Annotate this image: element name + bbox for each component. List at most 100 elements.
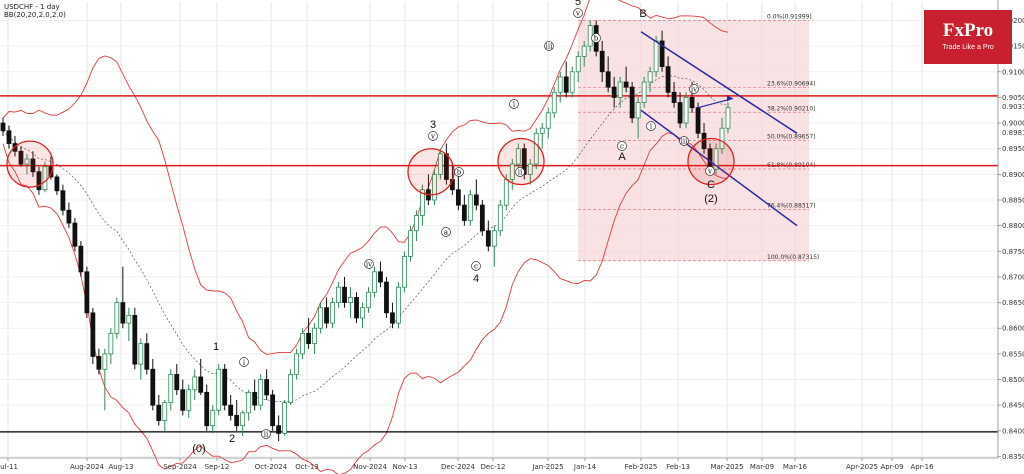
candle-body [342, 286, 347, 303]
candle-body [408, 230, 413, 257]
wave-circle-marker [509, 99, 519, 109]
candle-body [144, 343, 150, 370]
time-tick-label: Feb-13 [666, 463, 690, 471]
price-tick-label: 0.91500 [1002, 43, 1024, 51]
candle-body [48, 166, 54, 178]
candle-body [300, 332, 305, 355]
wave-circle-label: iii [681, 138, 688, 146]
price-tick-label: 0.85000 [1002, 376, 1024, 384]
time-tick-label: Dec-12 [481, 463, 506, 471]
candle-body [437, 153, 443, 175]
candle-body [276, 425, 282, 434]
forecast-arrow-head [727, 95, 733, 102]
time-axis: Jul-11 Aug-2024 Aug-13 Sep-2024 Sep-12 Oct-20… [0, 457, 998, 471]
candle-body [288, 373, 294, 404]
chart-symbol-title: USDCHF - 1 day [4, 3, 60, 11]
bollinger-bands [2, 0, 729, 474]
time-tick-label: Oct-13 [295, 463, 319, 471]
wave-circle-marker [544, 41, 554, 51]
fib-level-label: 100.0%(0.87315) [767, 254, 819, 261]
candle-body [258, 379, 264, 406]
candle-body [473, 194, 479, 206]
wave-circle-marker [689, 84, 699, 94]
candle-body [479, 204, 485, 232]
candle-body [78, 245, 84, 273]
candle-body [521, 148, 527, 175]
candle-body [306, 332, 311, 345]
candle-body [665, 66, 671, 93]
candle-body [60, 190, 66, 211]
candle-body [461, 204, 467, 221]
wave-circle-label: iv [691, 86, 697, 94]
candle-body [539, 127, 545, 134]
candle-body [318, 307, 323, 329]
candle-body [0, 122, 6, 132]
candle-body [138, 343, 144, 365]
wave-circle-marker [428, 131, 438, 141]
wave-label: 4 [473, 273, 479, 285]
candle-body [713, 148, 719, 170]
candle-body [551, 91, 557, 114]
candle-body [491, 230, 497, 247]
candle-body [174, 373, 180, 391]
candle-body [264, 379, 270, 396]
fxpro-logo: FxPro Trade Like a Pro [924, 10, 1012, 64]
price-tick-label: 0.87500 [1002, 248, 1024, 256]
wave-circle-label: iii [546, 43, 553, 51]
candle-body [282, 402, 288, 434]
candle-body [204, 391, 210, 427]
wave-circle-label: a [444, 229, 448, 237]
candle-body [659, 40, 665, 68]
candle-body [120, 302, 126, 324]
wave-circle-marker [679, 136, 689, 146]
fib-level-label: 50.0%(0.89657) [767, 134, 816, 141]
candle-body [497, 204, 503, 232]
candle-body [162, 402, 168, 421]
candle-body [72, 222, 78, 247]
candle-body [641, 81, 647, 103]
candle-body [581, 45, 587, 57]
highlight-circle [687, 137, 735, 186]
candle-body [348, 297, 353, 303]
time-tick-label: Apr-2025 [846, 463, 878, 471]
candle-body [701, 132, 707, 150]
candle-body [270, 394, 276, 427]
candle-body [324, 307, 329, 324]
wave-circle-label: v [430, 133, 435, 141]
candle-body [695, 107, 701, 134]
downtrend-channel [640, 31, 798, 227]
wave-label: A [618, 151, 626, 163]
channel-lower-line [640, 109, 798, 227]
candle-body [629, 86, 635, 119]
candle-body [114, 302, 120, 334]
candle-body [390, 312, 395, 324]
candle-body [677, 102, 683, 124]
price-tick-label: 0.92000 [1002, 17, 1024, 25]
price-tick-label: 0.88000 [1002, 222, 1024, 230]
highlight-circle [6, 140, 54, 188]
candle-body [402, 256, 407, 288]
candle-body [689, 97, 695, 109]
candle-body [354, 297, 359, 319]
candle-body [366, 291, 371, 309]
candle-body [384, 281, 389, 314]
time-tick-label: Sep-2024 [163, 463, 197, 471]
horizontal-levels [0, 95, 998, 433]
highlight-circles [6, 137, 735, 196]
price-tick-label: 0.83500 [1002, 453, 1024, 461]
wave-circle-label: c [474, 263, 478, 271]
candle-body [719, 127, 725, 150]
wave-label: 5 [575, 0, 581, 8]
price-tick-label: 0.86000 [1002, 325, 1024, 333]
price-tick-label: 0.86500 [1002, 299, 1024, 307]
wave-label: 1 [213, 341, 219, 353]
fib-level-label: 38.2%(0.90210) [767, 105, 816, 112]
bollinger-lower [2, 132, 729, 474]
wave-circle-label: iv [366, 261, 372, 269]
chart-indicator-title: BB(20,20,2.0,2.0) [4, 11, 66, 19]
bollinger-upper [2, 0, 729, 355]
time-tick-label: Jan-2025 [531, 463, 563, 471]
price-tick-label: 0.90500 [1002, 94, 1024, 102]
candle-body [156, 404, 162, 421]
